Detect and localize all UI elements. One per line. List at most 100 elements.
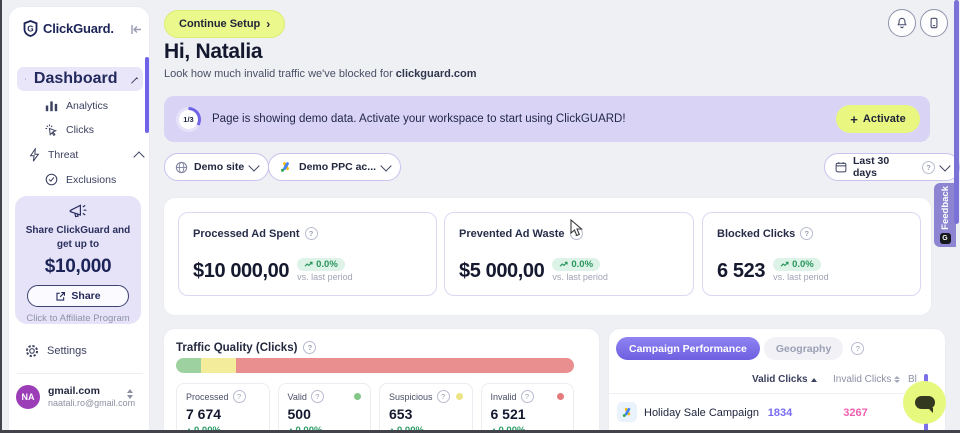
continue-setup-button[interactable]: Continue Setup [164, 10, 286, 38]
column-header-invalid-clicks[interactable]: Invalid Clicks [833, 374, 901, 385]
page-subtitle: Look how much invalid traffic we've bloc… [164, 68, 477, 80]
sidebar-scrollbar[interactable] [145, 57, 149, 133]
book-icon [930, 17, 938, 29]
info-icon[interactable] [232, 390, 246, 403]
trend-up-icon [559, 261, 568, 267]
account-email: naatali.ro@gmail.com [48, 398, 136, 408]
sidebar-item-label: Exclusions [66, 173, 117, 186]
info-icon[interactable] [851, 342, 865, 355]
mouse-cursor [570, 219, 583, 237]
campaign-name[interactable]: Holiday Sale Campaign [644, 407, 759, 419]
tab-geography[interactable]: Geography [763, 337, 844, 360]
docs-button[interactable] [920, 9, 948, 37]
stat-card-prevented-ad-waste: Prevented Ad Waste $5 000,00 0.0% vs. la… [444, 212, 694, 296]
metric-card-invalid: Invalid 6 521 0.00% [480, 383, 574, 433]
cursor-click-icon [45, 124, 58, 137]
bell-icon [897, 17, 907, 29]
promo-amount: $10,000 [44, 256, 112, 277]
ppc-account-value: Demo PPC ac... [299, 161, 377, 173]
globe-icon [175, 161, 188, 173]
sidebar-collapse-icon[interactable] [130, 22, 143, 40]
google-ads-icon [622, 407, 630, 417]
lightning-icon [29, 148, 40, 162]
bar-segment-invalid [235, 358, 574, 373]
info-icon[interactable] [303, 341, 317, 354]
trend-value: 0.0% [571, 259, 594, 270]
info-icon[interactable] [310, 390, 324, 403]
info-icon[interactable] [436, 390, 450, 403]
metric-trend: 0.00% [295, 425, 323, 433]
column-header-blocked-truncated[interactable]: Bl [908, 374, 917, 385]
stat-value: $10 000,00 [193, 260, 290, 282]
info-icon[interactable] [922, 160, 936, 174]
stat-label: Blocked Clicks [717, 227, 796, 240]
sort-icon [894, 375, 901, 384]
sidebar-item-analytics[interactable]: Analytics [45, 99, 108, 112]
sidebar-item-dashboard[interactable]: Dashboard [17, 67, 143, 91]
campaign-invalid-clicks[interactable]: 3267 [843, 407, 868, 419]
trend-up-icon [304, 261, 313, 267]
metric-value: 653 [389, 406, 413, 422]
suspicious-dot-icon [455, 393, 463, 400]
metric-label: Processed [186, 391, 229, 402]
sidebar-item-clicks[interactable]: Clicks [44, 123, 94, 137]
column-header-valid-clicks[interactable]: Valid Clicks [752, 374, 817, 385]
feedback-logo-icon: G [939, 233, 951, 245]
tab-campaign-performance[interactable]: Campaign Performance [616, 337, 760, 360]
setup-progress-text: 1/3 [179, 110, 198, 129]
sidebar: G ClickGuard. Dashboard Analytics [8, 6, 150, 433]
info-icon[interactable] [520, 390, 534, 403]
sidebar-item-label: Clicks [66, 124, 94, 136]
feedback-tab[interactable]: Feedback G [934, 183, 956, 247]
campaign-row-platform-icon [617, 402, 637, 422]
activate-button[interactable]: Activate [836, 105, 920, 133]
campaign-tabs: Campaign Performance Geography [616, 337, 865, 360]
external-link-icon [56, 291, 66, 301]
avatar[interactable]: NA [16, 385, 40, 409]
continue-setup-label: Continue Setup [179, 18, 261, 30]
activate-label: Activate [862, 113, 906, 125]
sidebar-item-label: Analytics [66, 99, 109, 112]
trend-value: 0.0% [316, 259, 338, 270]
account-switcher-icon[interactable] [127, 389, 133, 399]
logo: G ClickGuard. [23, 20, 114, 37]
tab-label: Campaign Performance [629, 342, 747, 355]
traffic-quality-metrics: Processed 7 674 0.00% Valid 500 0.00% Su… [176, 383, 574, 433]
gear-icon [25, 344, 39, 358]
sidebar-item-settings[interactable]: Settings [25, 344, 87, 358]
trend-badge: 0.0% [552, 258, 601, 271]
calendar-icon [835, 162, 847, 173]
affiliate-promo-card[interactable]: Share ClickGuard and get up to $10,000 S… [15, 196, 141, 324]
date-range-dropdown[interactable]: Last 30 days [824, 153, 960, 181]
account-name: gmail.com [48, 385, 100, 397]
share-button[interactable]: Share [27, 285, 129, 307]
sidebar-item-threat[interactable]: Threat [29, 148, 145, 163]
demo-data-banner [164, 96, 930, 142]
sidebar-item-exclusions[interactable]: Exclusions [45, 173, 116, 186]
tab-label: Geography [775, 342, 832, 355]
campaign-valid-clicks[interactable]: 1834 [767, 407, 793, 419]
subtitle-text: Look how much invalid traffic we've bloc… [164, 68, 393, 80]
site-filter-dropdown[interactable]: Demo site [164, 153, 270, 181]
info-icon[interactable] [800, 227, 814, 240]
notifications-button[interactable] [888, 9, 916, 37]
svg-text:G: G [27, 25, 33, 34]
sidebar-item-label: Dashboard [33, 70, 118, 87]
chevron-up-icon [133, 150, 145, 163]
check-circle-icon [45, 173, 58, 186]
metric-value: 6 521 [490, 406, 526, 422]
info-icon[interactable] [304, 227, 318, 240]
logo-text: ClickGuard. [43, 21, 114, 36]
table-divider [609, 393, 945, 394]
ppc-account-dropdown[interactable]: Demo PPC ac... [268, 153, 402, 181]
trend-badge: 0.0% [297, 258, 345, 271]
feedback-label: Feedback [939, 185, 951, 230]
chat-launcher-button[interactable] [903, 381, 946, 424]
bar-segment-suspicious [201, 358, 236, 373]
trend-note: vs. last period [773, 272, 829, 282]
metric-value: 7 674 [186, 406, 222, 422]
stat-label: Prevented Ad Waste [459, 227, 565, 240]
traffic-quality-bar [176, 358, 574, 373]
column-label: Valid Clicks [752, 374, 808, 385]
window-scrollbar[interactable] [954, 0, 959, 224]
